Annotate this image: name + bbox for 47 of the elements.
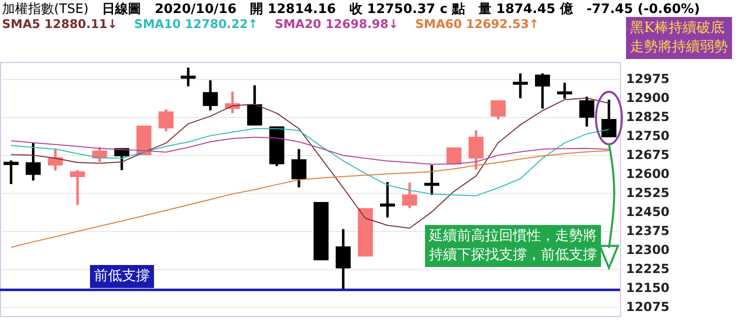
y-tick-label: 12675 (626, 147, 670, 162)
candlestick (48, 147, 63, 172)
candlestick (291, 148, 306, 189)
y-tick-label: 12150 (626, 280, 670, 296)
y-tick-label: 12225 (626, 261, 670, 276)
candlestick (180, 66, 196, 88)
line-series (10, 150, 610, 248)
candlestick (490, 100, 506, 120)
candlestick (535, 72, 550, 110)
candlestick (424, 164, 440, 196)
y-tick-label: 12300 (626, 242, 670, 258)
text: 黑K棒持續破底走勢將持續弱勢 (626, 17, 732, 59)
text: SMA60 12692.53↑ (415, 17, 540, 31)
chart-title: 加權指數(TSE) (2, 2, 89, 17)
text: SMA20 12698.98↓ (274, 17, 400, 31)
candlestick (4, 159, 19, 186)
candlestick (158, 108, 174, 132)
y-tick-label: 12825 (626, 109, 670, 124)
y-tick-label: 12525 (626, 185, 670, 200)
y-tick-label: 12450 (626, 204, 670, 220)
candlestick (202, 78, 218, 112)
annotation: 延續前高拉回慣性，走勢將持續下探找支撐，前低支撐 (425, 225, 601, 267)
candlestick (26, 142, 41, 182)
y-tick-label: 12900 (626, 90, 670, 106)
line-series (10, 136, 610, 165)
chart-subtitle: 日線圖 2020/10/16 開 12814.16 收 12750.37 c 點 量 1874.45 億 -77.45 (-0.60%) (101, 2, 700, 17)
y-tick-label: 12750 (626, 128, 670, 144)
candlestick (557, 82, 572, 100)
y-tick-label: 12975 (626, 71, 670, 86)
y-tick-label: 12600 (626, 166, 670, 182)
candlestick (601, 98, 616, 138)
candlestick (446, 147, 462, 165)
candlestick (380, 180, 395, 219)
text: SMA10 12780.22↑ (134, 17, 259, 31)
y-tick-label: 12075 (626, 299, 670, 314)
candlestick (512, 72, 528, 100)
y-tick-label: 12375 (626, 223, 670, 238)
text: SMA5 12880.11↓ (2, 17, 118, 31)
candlestick (579, 95, 594, 128)
candlestick (402, 181, 418, 210)
candlestick (70, 168, 85, 206)
candlestick (247, 84, 262, 126)
candlestick (468, 129, 484, 171)
line-series (10, 97, 610, 229)
candlestick (336, 228, 351, 292)
ref-line-label: 前低支撐 (90, 264, 154, 288)
candlestick (92, 146, 108, 164)
